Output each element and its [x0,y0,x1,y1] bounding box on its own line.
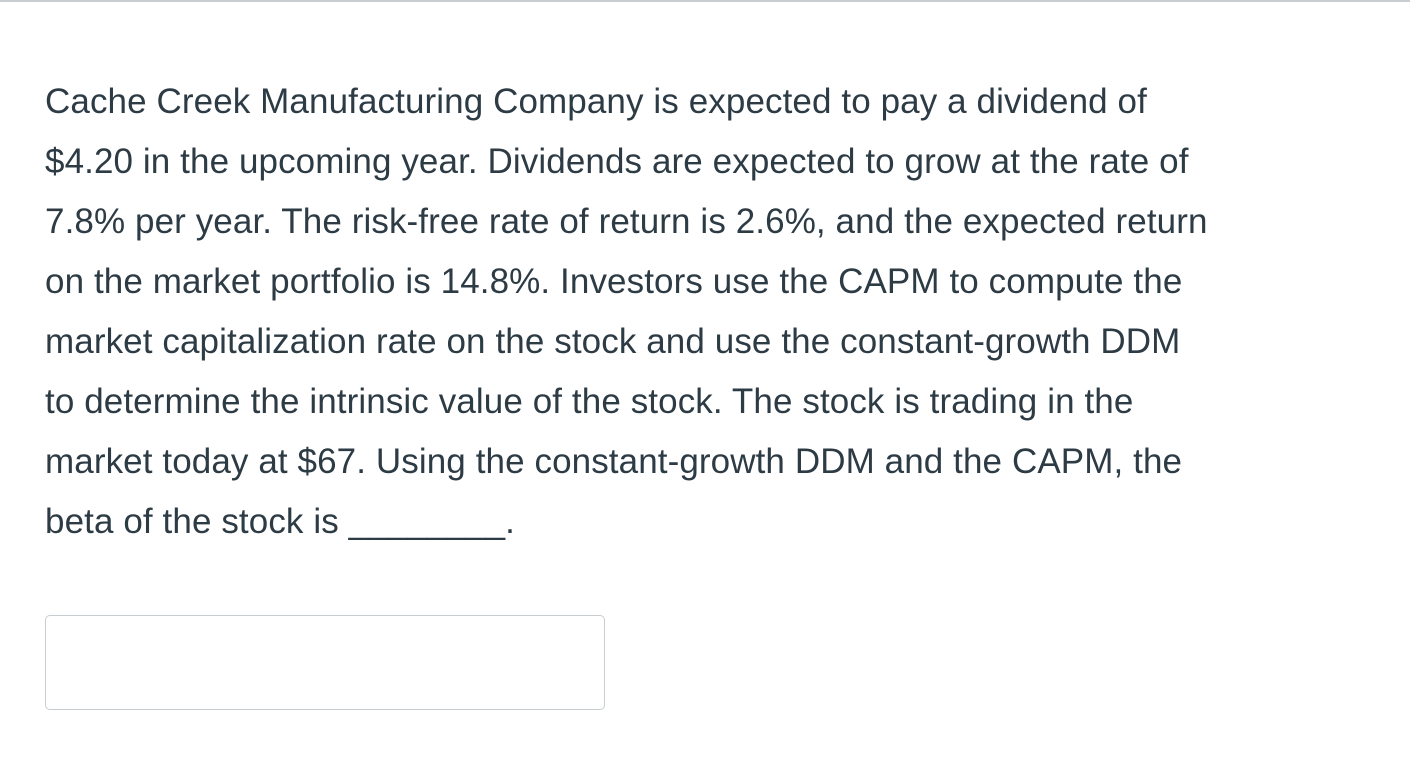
answer-input[interactable] [45,615,605,710]
question-line: 7.8% per year. The risk-free rate of ret… [45,202,1208,241]
question-line: $4.20 in the upcoming year. Dividends ar… [45,142,1189,181]
top-divider [0,0,1410,2]
question-line: market today at $67. Using the constant-… [45,442,1183,481]
question-line: beta of the stock is ________. [45,502,515,541]
question-line: on the market portfolio is 14.8%. Invest… [45,262,1183,301]
question-line: to determine the intrinsic value of the … [45,382,1134,421]
question-text: Cache Creek Manufacturing Company is exp… [45,72,1365,552]
question-line: Cache Creek Manufacturing Company is exp… [45,82,1147,121]
question-line: market capitalization rate on the stock … [45,322,1181,361]
